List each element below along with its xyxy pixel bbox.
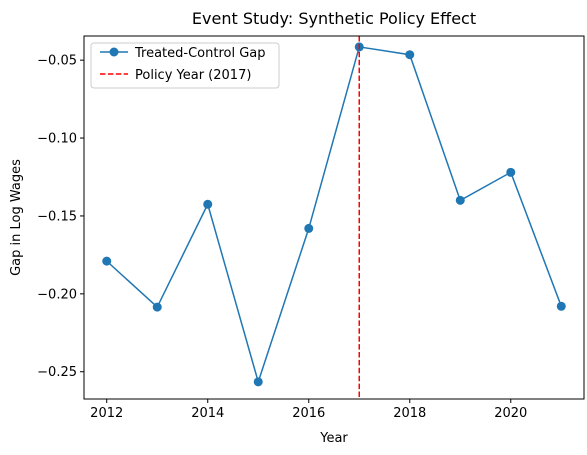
data-point-2020: [506, 167, 516, 177]
x-tick-label-2020: 2020: [494, 406, 527, 421]
data-point-2014: [203, 199, 213, 209]
y-tick-label-1: −0.20: [37, 287, 77, 302]
plot-area: [102, 36, 566, 399]
y-tick-label-0: −0.25: [37, 365, 77, 380]
x-axis-label: Year: [319, 431, 348, 446]
legend-box: [90, 42, 280, 89]
y-axis-ticks: −0.25 −0.20 −0.15 −0.10 −0.05: [37, 54, 84, 380]
x-axis-ticks: 2012 2014 2016 2018 2020: [90, 399, 527, 421]
x-tick-label-2016: 2016: [292, 406, 325, 421]
legend-swatch-marker-series: [109, 47, 119, 57]
axes-frame: [83, 35, 585, 400]
data-point-2018: [405, 50, 415, 60]
data-point-2019: [455, 195, 465, 205]
y-tick-label-2: −0.15: [37, 209, 77, 224]
data-point-2012: [102, 256, 112, 266]
chart-title: Event Study: Synthetic Policy Effect: [192, 9, 476, 28]
data-point-2013: [152, 302, 162, 312]
data-point-2016: [304, 223, 314, 233]
x-tick-label-2018: 2018: [393, 406, 426, 421]
y-tick-label-3: −0.10: [37, 132, 77, 147]
series-line-0: [106, 46, 562, 385]
y-tick-label-4: −0.05: [37, 54, 77, 69]
legend: Treated-Control Gap Policy Year (2017): [90, 42, 280, 89]
legend-label-policy: Policy Year (2017): [135, 68, 251, 83]
x-tick-label-2014: 2014: [191, 406, 224, 421]
x-tick-label-2012: 2012: [90, 406, 123, 421]
y-axis-label: Gap in Log Wages: [9, 159, 24, 276]
legend-label-series: Treated-Control Gap: [134, 46, 266, 61]
data-point-2015: [253, 377, 263, 387]
data-point-2021: [556, 301, 566, 311]
